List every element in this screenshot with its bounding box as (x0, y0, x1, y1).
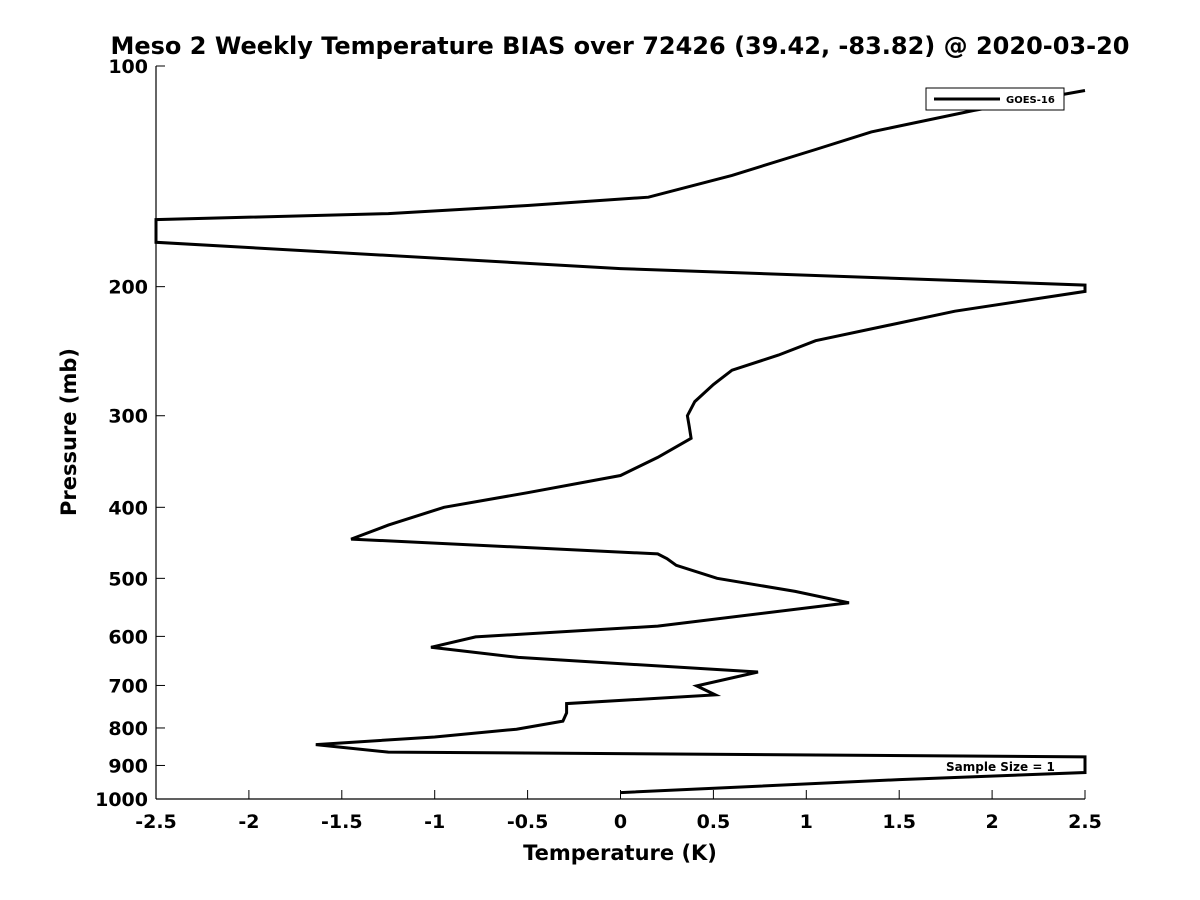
x-tick-label: 2.5 (1068, 811, 1102, 833)
y-tick-label: 1000 (95, 789, 148, 811)
legend: GOES-16 (925, 87, 1065, 111)
x-tick-label: 0 (614, 811, 627, 833)
y-tick-label: 900 (108, 755, 148, 777)
legend-label-goes-16: GOES-16 (1006, 95, 1055, 106)
y-tick-label: 800 (108, 718, 148, 740)
y-tick-label: 100 (108, 56, 148, 78)
y-tick-label: 500 (108, 568, 148, 590)
x-tick-label: -2 (238, 811, 259, 833)
x-tick-label: -0.5 (507, 811, 549, 833)
series-group (154, 89, 1087, 795)
axes: -2.5 -2 -1.5 -1 -0.5 0 0.5 1 1.5 2 2.5 100 200 300 400… (95, 56, 1102, 833)
x-tick-label: -1 (424, 811, 445, 833)
y-tick-label: 700 (108, 675, 148, 697)
y-tick-label: 200 (108, 277, 148, 299)
y-tick-label: 600 (108, 626, 148, 648)
sample-size-annotation: Sample Size = 1 (946, 760, 1055, 774)
x-tick-label: -2.5 (135, 811, 177, 833)
x-axis-label: Temperature (K) (523, 841, 717, 865)
x-tick-label: 1 (800, 811, 813, 833)
y-tick-label: 400 (108, 497, 148, 519)
x-tick-label: 0.5 (697, 811, 731, 833)
plot-area (156, 66, 1085, 799)
x-tick-label: 1.5 (882, 811, 916, 833)
x-tick-label: 2 (985, 811, 998, 833)
y-tick-label: 300 (108, 406, 148, 428)
series-line-goes-16 (154, 89, 1087, 795)
x-tick-label: -1.5 (321, 811, 363, 833)
y-axis-label: Pressure (mb) (57, 348, 81, 516)
chart-title: Meso 2 Weekly Temperature BIAS over 7242… (110, 32, 1129, 60)
